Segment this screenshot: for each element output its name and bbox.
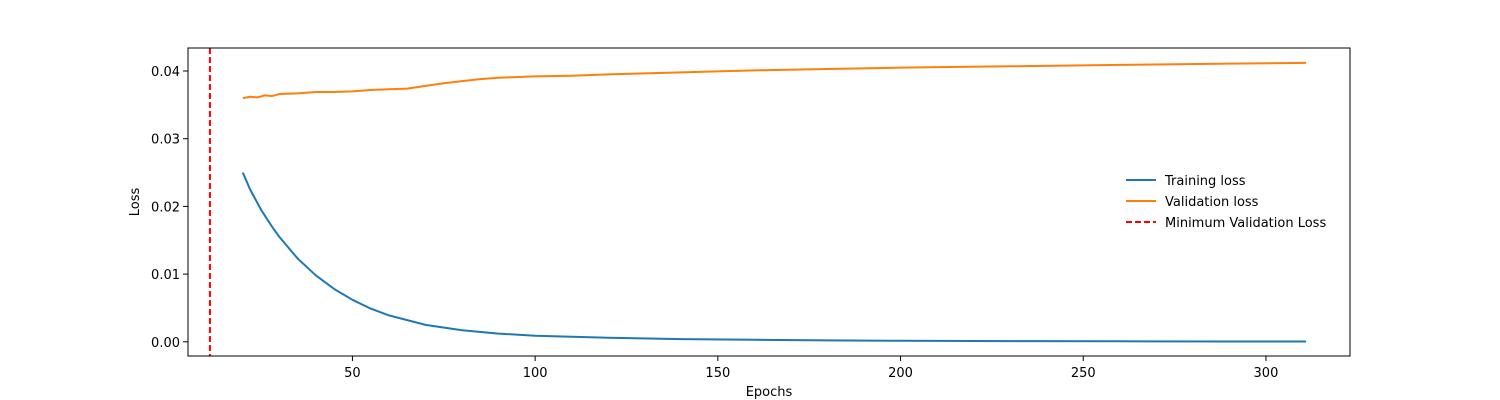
y-tick-label: 0.00 [151,336,180,351]
y-axis: 0.00 0.01 0.02 0.03 0.04 [151,65,188,351]
series-line-training-loss [241,172,1307,343]
plot-area [208,48,1307,356]
legend-label-training-loss: Training loss [1164,174,1246,189]
x-tick-label: 250 [1071,366,1096,381]
legend-label-validation-loss: Validation loss [1165,195,1259,210]
y-tick-label: 0.03 [151,133,180,148]
x-tick-label: 150 [705,366,730,381]
x-axis: 50 100 150 200 250 300 [344,356,1278,381]
x-tick-label: 100 [523,366,548,381]
y-tick-label: 0.02 [151,200,180,215]
y-tick-label: 0.01 [151,268,180,283]
y-axis-label: Loss [128,188,143,217]
y-tick-label: 0.04 [151,65,180,80]
series-line-validation-loss [242,61,1307,100]
legend-label-minimum-validation-loss: Minimum Validation Loss [1165,216,1326,231]
legend: Training loss Validation loss Minimum Vali… [1126,174,1326,231]
x-tick-label: 300 [1254,366,1279,381]
x-tick-label: 50 [344,366,361,381]
plot-frame [187,47,1351,357]
x-tick-label: 200 [888,366,913,381]
x-axis-label: Epochs [746,385,793,400]
